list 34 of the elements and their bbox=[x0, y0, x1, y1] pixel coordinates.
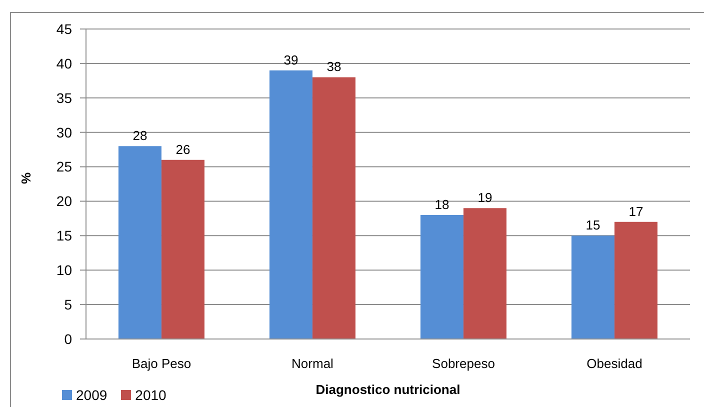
bar bbox=[312, 77, 356, 339]
bar bbox=[420, 215, 464, 339]
bar bbox=[269, 70, 312, 339]
y-tick-label: 0 bbox=[64, 330, 72, 347]
legend-label: 2009 bbox=[76, 387, 108, 403]
data-label: 19 bbox=[478, 190, 492, 206]
data-label: 28 bbox=[132, 128, 148, 144]
bar bbox=[571, 236, 614, 339]
data-label: 15 bbox=[586, 218, 600, 233]
x-tick-label: Obesidad bbox=[586, 356, 642, 372]
data-label: 39 bbox=[284, 52, 298, 68]
y-tick-label: 30 bbox=[56, 124, 72, 140]
y-tick-label: 45 bbox=[56, 20, 72, 37]
data-label: 26 bbox=[176, 142, 190, 157]
bar bbox=[463, 208, 506, 339]
data-label: 17 bbox=[628, 204, 644, 219]
x-tick-label: Sobrepeso bbox=[432, 356, 495, 372]
data-label: 38 bbox=[326, 59, 342, 74]
data-label: 18 bbox=[434, 197, 450, 212]
y-tick-label: 20 bbox=[56, 193, 72, 210]
y-axis-title: % bbox=[18, 172, 34, 184]
bar bbox=[614, 222, 658, 339]
y-tick-label: 5 bbox=[64, 296, 72, 313]
y-tick-label: 40 bbox=[56, 55, 72, 72]
bar bbox=[161, 160, 204, 339]
x-tick-label: Bajo Peso bbox=[132, 356, 192, 372]
y-tick-label: 35 bbox=[56, 90, 72, 106]
bar bbox=[118, 146, 162, 339]
y-tick-label: 25 bbox=[56, 158, 72, 175]
y-tick-label: 15 bbox=[56, 228, 72, 244]
x-tick-label: Normal bbox=[292, 356, 334, 372]
x-axis-title: Diagnostico nutricional bbox=[316, 382, 460, 398]
y-tick-label: 10 bbox=[56, 262, 72, 278]
legend-label: 2010 bbox=[135, 387, 166, 403]
